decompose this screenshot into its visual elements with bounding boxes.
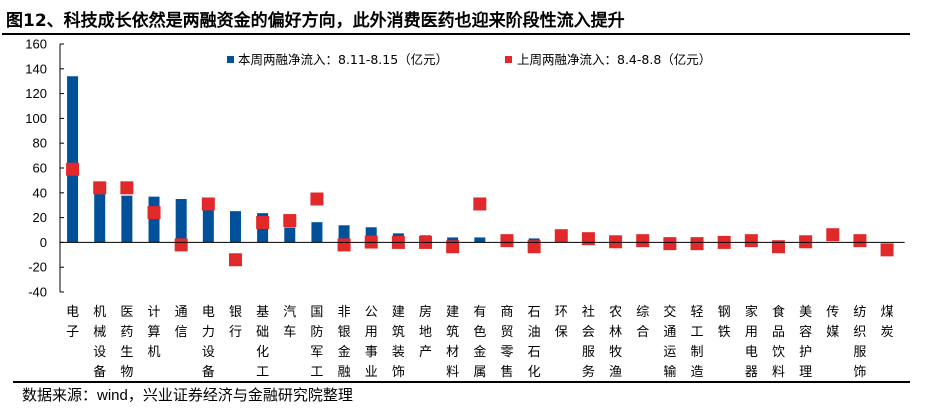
legend-label-this-week: 本周两融净流入：8.11-8.15（亿元） [238,52,448,67]
category-label: 非银金融 [338,305,351,380]
y-axis: 160 140 120 100 80 60 40 20 0 -20 -40 [25,37,64,300]
marker [799,235,813,249]
marker [174,238,188,252]
marker [201,197,215,211]
category-label: 家用电器 [745,304,758,380]
bar [229,211,241,243]
marker [880,243,894,257]
title-divider [2,33,910,35]
bar [447,237,459,243]
marker [93,181,107,195]
y-tick-label: 100 [25,111,47,126]
marker [256,216,270,230]
category-label: 轻工制造 [691,305,704,380]
figure-title: 图12、科技成长依然是两融资金的偏好方向，此外消费医药也迎来阶段性流入提升 [6,11,625,31]
marker [500,234,514,248]
category-label: 农林牧渔 [609,305,622,380]
category-label: 房地产 [419,304,432,360]
category-label: 电子 [66,305,79,340]
legend: 本周两融净流入：8.11-8.15（亿元） 上周两融净流入：8.4-8.8（亿元） [227,52,711,67]
category-label: 电力设备 [202,305,215,380]
y-tick-label: 40 [33,185,47,200]
marker [826,228,840,242]
category-label: 通信 [175,305,188,340]
category-label: 国防军工 [310,305,323,380]
marker [310,192,324,206]
category-label: 钢铁 [718,305,731,340]
category-label: 美容护理 [799,305,812,380]
y-tick-label: 160 [25,37,47,52]
marker [690,237,704,251]
category-label: 计算机 [148,305,161,360]
category-label: 基础化工 [256,305,269,380]
marker [853,234,867,248]
marker [663,237,677,251]
marker [527,240,541,254]
category-label: 纺织服饰 [853,305,866,380]
marker [609,235,623,249]
category-label: 汽车 [283,305,296,340]
marker [771,240,785,254]
category-label: 有色金属 [473,305,486,380]
y-tick-label: -20 [28,260,47,275]
y-tick-label: 60 [33,161,47,176]
category-label: 食品饮料 [772,304,785,380]
category-label: 环保 [555,305,568,340]
category-label: 建筑材料 [446,305,459,380]
category-label: 传媒 [826,305,839,340]
bar [148,196,160,243]
bar-series [67,76,540,243]
y-tick-label: 140 [25,61,47,76]
bar [121,195,133,243]
marker [636,234,650,248]
bar [365,227,377,243]
category-label: 石油石化 [528,305,541,380]
bar [311,222,323,243]
y-tick-label: 0 [40,235,47,250]
marker [446,240,460,254]
bar [175,199,187,243]
category-label: 煤炭 [881,305,894,340]
marker [337,238,351,252]
y-tick-label: 20 [33,210,47,225]
marker [581,232,595,246]
marker [554,229,568,243]
bar [67,76,79,243]
bar [94,192,106,243]
bar [202,207,214,243]
legend-swatch-last-week [505,56,512,63]
legend-swatch-this-week [227,56,234,63]
category-label: 银行 [229,305,242,340]
bar [338,225,350,243]
marker [147,206,161,220]
marker [473,197,487,211]
category-label: 机械设备 [93,305,106,380]
marker [283,214,297,228]
y-tick-label: 80 [33,136,47,151]
category-label: 交通运输 [663,304,676,380]
category-label: 社会服务 [582,304,595,380]
source-divider [13,381,910,383]
category-label: 医药生物 [120,305,133,380]
category-labels: 电子 机械设备 医药生物 计算机 通信 电力设备 银行 基础化工 汽车 国防军工 非银金融 公用事业 建… [66,304,894,380]
bar [284,227,296,243]
marker [120,181,134,195]
category-label: 综合 [636,305,649,340]
data-source: 数据来源：wind，兴业证券经济与金融研究院整理 [22,387,353,404]
bar [474,237,486,243]
marker [744,234,758,248]
y-tick-label: -40 [28,285,47,300]
marker-series [66,162,894,267]
marker [66,162,80,176]
y-tick-label: 120 [25,86,47,101]
category-label: 建筑装饰 [392,305,405,380]
legend-label-last-week: 上周两融净流入：8.4-8.8（亿元） [517,52,711,67]
category-label: 公用事业 [365,305,378,380]
marker [228,253,242,267]
category-label: 商贸零售 [500,305,513,380]
